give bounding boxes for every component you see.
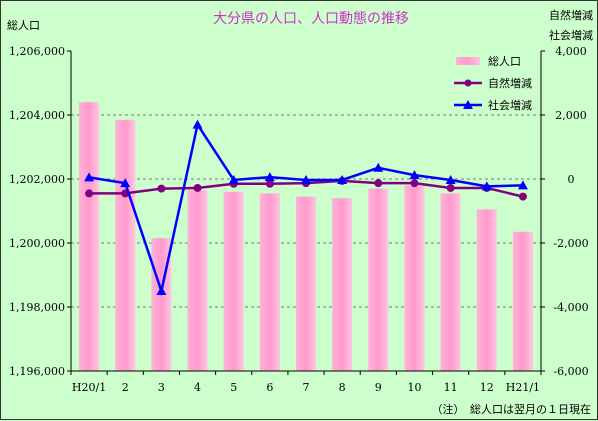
left-tick-label: 1,206,000 [9,45,65,58]
left-axis-label: 総人口 [7,18,40,32]
left-tick-label: 1,202,000 [9,173,65,186]
left-tick-label: 1,200,000 [9,237,65,250]
point-social-change [445,174,456,184]
x-tick-label: 11 [444,381,458,394]
point-social-change [301,174,311,184]
x-tick-label: H20/1 [72,381,106,394]
bar-total-population [187,190,208,371]
legend-marker-natural-change [464,79,472,87]
right-tick-label: -6,000 [553,365,588,378]
legend-swatch-total-population [456,57,480,65]
x-tick-label: H21/1 [506,381,540,394]
x-tick-label: 7 [303,381,310,394]
point-social-change [264,172,275,182]
chart-title: 大分県の人口、人口動態の推移 [213,11,409,27]
point-social-change [373,162,384,172]
point-social-change [481,181,492,191]
right-tick-label: -2,000 [553,237,588,250]
x-tick-label: 3 [158,381,165,394]
point-natural-change [157,184,166,193]
footnote: （注） 総人口は翌月の１日現在 [432,402,592,416]
bar-total-population [259,193,280,371]
point-social-change [192,119,203,129]
plot-area: 1,196,000 1,198,000 1,200,000 1,202,000 1,20… [9,45,589,394]
x-tick-label: 10 [407,381,421,394]
right-axis-label-social: 社会増減 [549,28,593,42]
point-social-change [84,172,95,182]
point-social-change [156,286,167,295]
point-natural-change [193,183,202,192]
left-tick-label: 1,196,000 [9,365,65,378]
right-tick-label: 4,000 [555,45,587,58]
x-tick-label: 4 [194,381,201,394]
x-tick-label: 8 [339,381,346,394]
legend-label: 社会増減 [488,98,532,112]
point-social-change [228,174,239,184]
bar-total-population [296,196,316,371]
bar-total-population [404,185,425,371]
bar-total-population [115,119,136,371]
point-natural-change [518,192,527,201]
point-social-change [517,180,528,190]
legend-marker-social-change [463,100,473,109]
right-tick-label: 0 [568,173,575,186]
x-tick-label: 2 [122,381,129,394]
x-tick-label: 6 [266,381,273,394]
point-natural-change [85,189,94,198]
right-axis-label-natural: 自然増減 [549,8,593,22]
point-natural-change [265,179,274,188]
left-tick-label: 1,204,000 [9,109,65,122]
legend-label: 総人口 [488,54,521,68]
point-social-change [120,178,131,188]
bar-total-population [223,191,244,371]
point-natural-change [446,183,455,192]
bar-total-population [440,193,461,371]
left-tick-label: 1,198,000 [9,301,65,314]
x-tick-label: 12 [480,381,494,394]
point-social-change [337,174,348,184]
point-natural-change [374,179,383,188]
x-tick-label: 9 [375,381,382,394]
right-tick-label: 2,000 [555,109,587,122]
legend-label: 自然増減 [488,76,532,90]
x-tick-label: 5 [230,381,237,394]
right-tick-label: -4,000 [553,301,588,314]
bar-total-population [368,188,389,371]
bar-total-population [332,198,353,371]
point-social-change [409,170,420,180]
bar-total-population [476,209,497,371]
point-natural-change [410,179,419,188]
bar-total-population [79,102,100,371]
bar-total-population [512,231,533,371]
